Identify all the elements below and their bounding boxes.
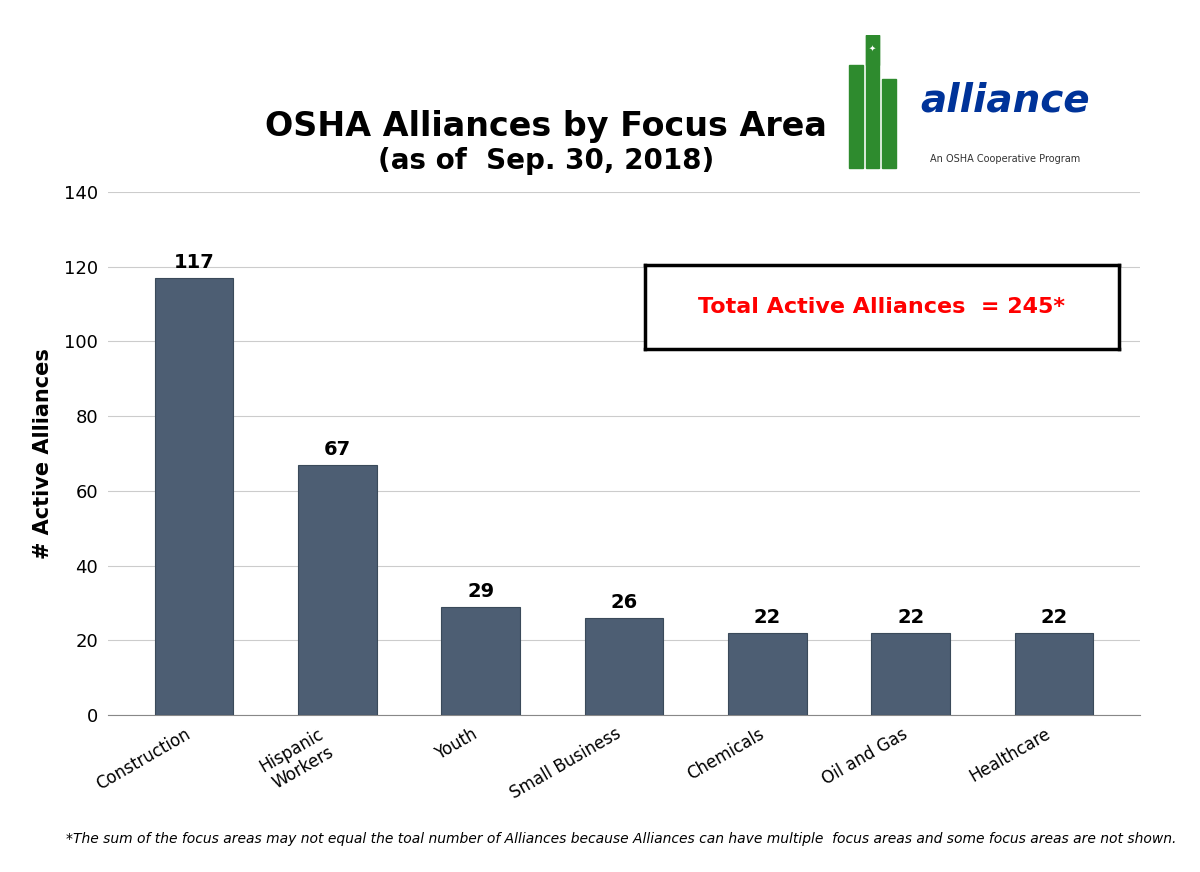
Text: *The sum of the focus areas may not equal the toal number of Alliances because A: *The sum of the focus areas may not equa…: [66, 832, 1176, 846]
Bar: [850, 65, 863, 168]
Text: 67: 67: [324, 440, 350, 459]
Text: OSHA Alliances by Focus Area: OSHA Alliances by Focus Area: [265, 110, 827, 143]
Text: (as of  Sep. 30, 2018): (as of Sep. 30, 2018): [378, 147, 714, 175]
Text: 29: 29: [467, 582, 494, 601]
Bar: [882, 79, 895, 168]
Text: alliance: alliance: [920, 81, 1090, 119]
Bar: [298, 465, 377, 715]
Bar: [1014, 633, 1093, 715]
Y-axis label: # Active Alliances: # Active Alliances: [34, 348, 53, 559]
Bar: [584, 618, 664, 715]
Text: 117: 117: [174, 253, 215, 272]
Text: 22: 22: [754, 608, 781, 627]
Text: 22: 22: [1040, 608, 1068, 627]
Text: An OSHA Cooperative Program: An OSHA Cooperative Program: [930, 154, 1080, 165]
Text: 22: 22: [898, 608, 924, 627]
Bar: [865, 35, 878, 168]
Bar: [728, 633, 806, 715]
Text: ✦: ✦: [869, 44, 876, 52]
Bar: [442, 607, 520, 715]
Bar: [865, 35, 878, 65]
Bar: [155, 278, 234, 715]
Bar: [871, 633, 950, 715]
Text: 26: 26: [611, 593, 637, 612]
Text: ★: ★: [868, 27, 877, 37]
